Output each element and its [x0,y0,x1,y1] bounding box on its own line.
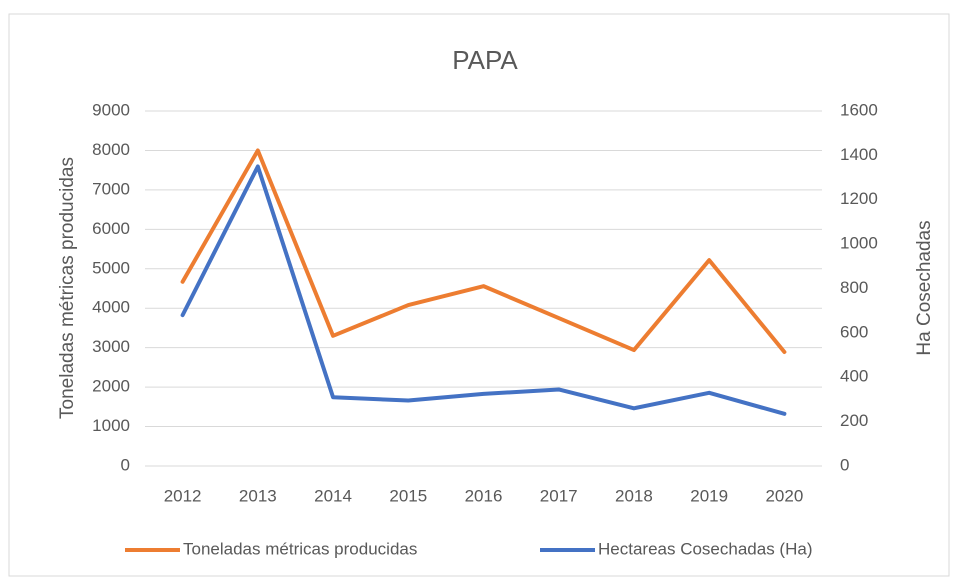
y-axis-title: Toneladas métricas producidas [57,157,78,419]
y2-axis-title: Ha Cosechadas [914,220,935,355]
y-tick-label: 9000 [92,100,130,119]
line-series [180,164,787,416]
y2-tick-label: 200 [840,411,868,430]
x-tick-label: 2012 [164,486,202,505]
y2-tick-label: 0 [840,455,849,474]
chart-border [8,13,950,577]
y-tick-label: 7000 [92,179,130,198]
y-tick-label: 1000 [92,416,130,435]
y-tick-label: 2000 [92,377,130,396]
y2-tick-label: 1000 [840,234,878,253]
y-tick-label: 5000 [92,258,130,277]
x-tick-label: 2016 [465,486,503,505]
y2-tick-label: 800 [840,278,868,297]
y2-tick-label: 400 [840,367,868,386]
line-series [180,148,787,355]
x-tick-label: 2017 [540,486,578,505]
x-tick-label: 2019 [690,486,728,505]
y2-tick-label: 1200 [840,189,878,208]
y-tick-label: 8000 [92,140,130,159]
legend-label: Toneladas métricas producidas [183,539,417,558]
y-tick-label: 4000 [92,298,130,317]
y2-tick-label: 600 [840,322,868,341]
y-tick-label: 6000 [92,219,130,238]
x-tick-label: 2014 [314,486,352,505]
chart-title: PAPA [452,45,518,75]
y-tick-label: 3000 [92,337,130,356]
x-tick-label: 2018 [615,486,653,505]
x-tick-label: 2013 [239,486,277,505]
legend-label: Hectareas Cosechadas (Ha) [598,539,812,558]
x-tick-label: 2020 [765,486,803,505]
y2-tick-label: 1600 [840,100,878,119]
y2-tick-label: 1400 [840,145,878,164]
y-tick-label: 0 [121,455,130,474]
x-tick-label: 2015 [389,486,427,505]
